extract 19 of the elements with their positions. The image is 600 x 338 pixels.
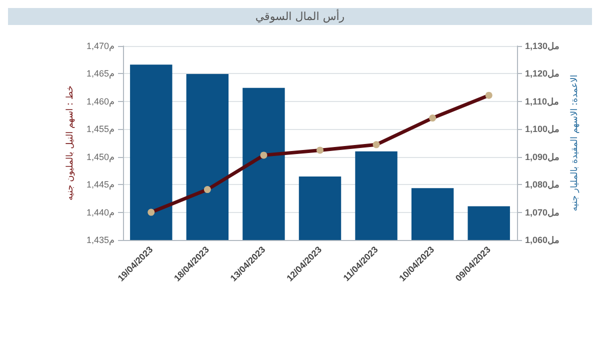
y-tick-label: 1,455م [86, 124, 115, 136]
y-tick-label: 1,445م [86, 180, 115, 191]
y2-tick-label: 1,090مل [525, 152, 560, 162]
y2-tick-label: 1,060مل [525, 235, 560, 245]
y-tick-label: 1,440م [86, 207, 115, 218]
y2-tick-label: 1,080مل [525, 180, 560, 190]
y-axis-title: خط : اسهم النيل بالمليون جنيه [66, 85, 76, 201]
y2-tick-label: 1,110مل [525, 96, 560, 106]
y2-tick-label: 1,070مل [525, 207, 560, 218]
y-tick-label: 1,435م [86, 235, 115, 246]
y2-tick-label: 1,120مل [525, 68, 560, 79]
y2-tick-label: 1,100مل [525, 124, 560, 134]
y-tick-label: 1,450م [86, 152, 115, 163]
y-tick-label: 1,465م [86, 68, 115, 80]
chart-title: رأس المال السوقي [255, 9, 345, 23]
y2-axis-title: الاعمدة: الاسهم المقيدة بالمليار جنيه [570, 74, 580, 212]
y-tick-label: 1,460م [86, 96, 115, 108]
y-tick-label: 1,470م [86, 41, 115, 52]
y2-tick-label: 1,130مل [525, 41, 560, 51]
